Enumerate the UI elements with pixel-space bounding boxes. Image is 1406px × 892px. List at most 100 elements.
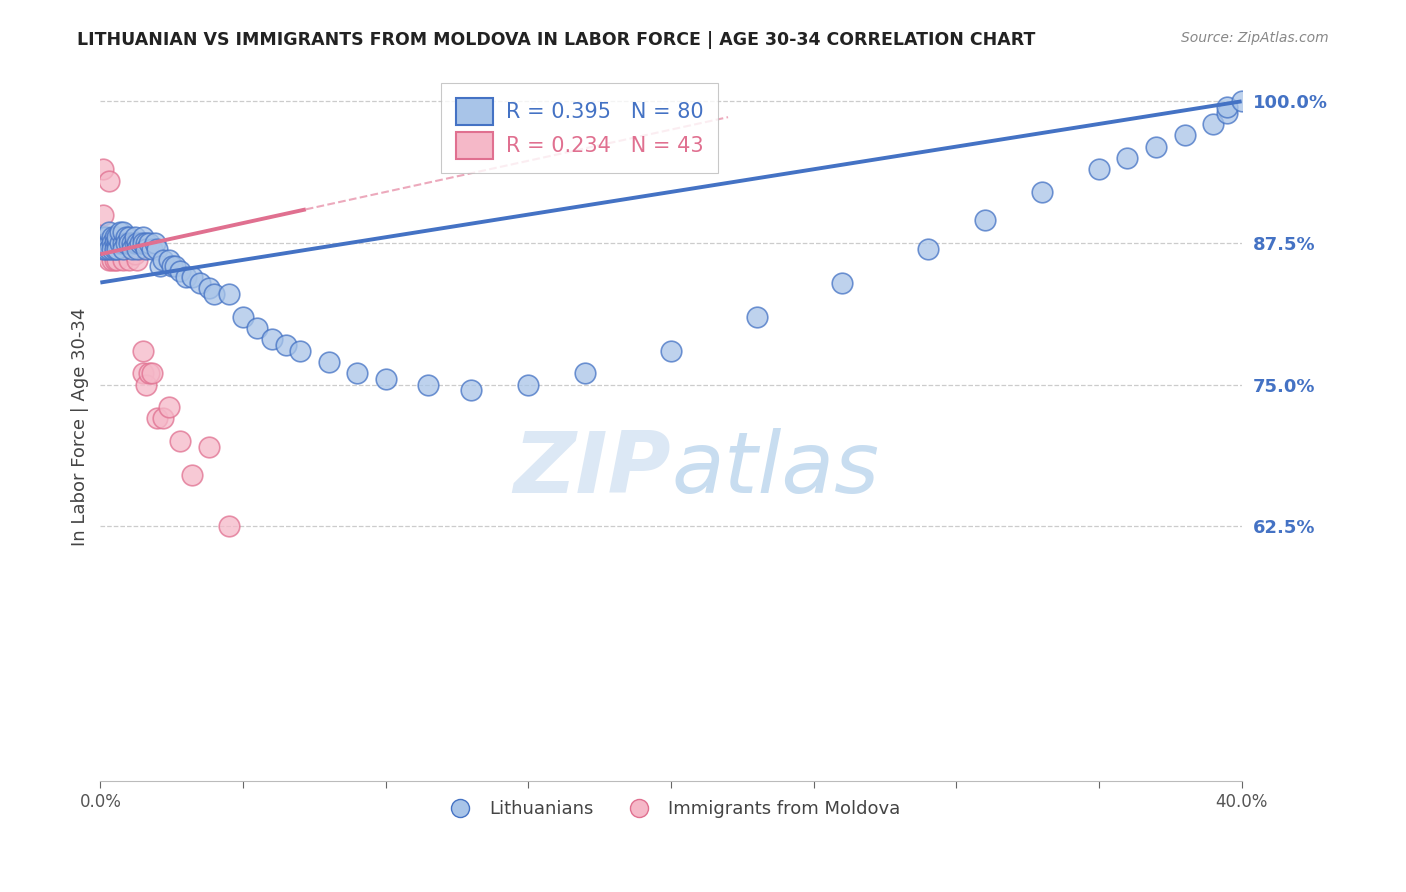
Point <box>1144 139 1167 153</box>
Point <box>135 235 157 250</box>
Point <box>121 242 143 256</box>
Point <box>1216 105 1239 120</box>
Point <box>104 230 127 244</box>
Point <box>135 377 157 392</box>
Point <box>91 242 114 256</box>
Point <box>132 366 155 380</box>
Point <box>91 242 114 256</box>
Point <box>94 242 117 256</box>
Point <box>146 411 169 425</box>
Point <box>146 242 169 256</box>
Point <box>1202 117 1225 131</box>
Point <box>107 252 129 267</box>
Point <box>127 235 149 250</box>
Point <box>1230 95 1253 109</box>
Point <box>110 235 132 250</box>
Point <box>318 355 340 369</box>
Point <box>1174 128 1197 143</box>
Point <box>112 235 135 250</box>
Point <box>127 242 149 256</box>
Point <box>94 230 117 244</box>
Point <box>91 235 114 250</box>
Text: Source: ZipAtlas.com: Source: ZipAtlas.com <box>1181 31 1329 45</box>
Point <box>112 242 135 256</box>
Point <box>973 213 995 227</box>
Point <box>138 235 160 250</box>
Point <box>100 252 122 267</box>
Point <box>132 230 155 244</box>
Point <box>149 259 172 273</box>
Point <box>115 230 138 244</box>
Point <box>100 230 122 244</box>
Point <box>121 235 143 250</box>
Point <box>174 269 197 284</box>
Point <box>112 225 135 239</box>
Point <box>91 162 114 177</box>
Point <box>127 252 149 267</box>
Point <box>94 242 117 256</box>
Point <box>110 225 132 239</box>
Point <box>574 366 596 380</box>
Point <box>91 208 114 222</box>
Point <box>135 242 157 256</box>
Point <box>118 235 141 250</box>
Point <box>274 338 297 352</box>
Point <box>112 252 135 267</box>
Point <box>132 343 155 358</box>
Text: ZIP: ZIP <box>513 428 671 511</box>
Y-axis label: In Labor Force | Age 30-34: In Labor Force | Age 30-34 <box>72 308 89 546</box>
Point <box>1031 185 1053 199</box>
Point <box>1116 151 1139 165</box>
Point <box>917 242 939 256</box>
Point <box>197 440 219 454</box>
Point <box>112 235 135 250</box>
Point <box>100 235 122 250</box>
Point <box>104 235 127 250</box>
Point <box>107 242 129 256</box>
Point <box>374 372 396 386</box>
Point <box>94 230 117 244</box>
Point <box>115 235 138 250</box>
Point <box>157 400 180 414</box>
Point <box>197 281 219 295</box>
Point <box>418 377 440 392</box>
Point <box>460 383 482 397</box>
Point <box>97 173 120 187</box>
Point <box>141 366 163 380</box>
Point <box>831 276 853 290</box>
Point <box>104 235 127 250</box>
Point <box>97 252 120 267</box>
Point <box>110 242 132 256</box>
Point <box>124 247 146 261</box>
Point <box>659 343 682 358</box>
Point <box>104 252 127 267</box>
Point <box>118 235 141 250</box>
Point <box>107 230 129 244</box>
Point <box>152 411 174 425</box>
Point <box>107 235 129 250</box>
Point <box>107 242 129 256</box>
Point <box>115 242 138 256</box>
Point <box>97 225 120 239</box>
Point <box>143 235 166 250</box>
Point <box>346 366 368 380</box>
Point <box>132 235 155 250</box>
Point <box>124 235 146 250</box>
Point <box>124 230 146 244</box>
Point <box>204 286 226 301</box>
Point <box>180 468 202 483</box>
Point <box>745 310 768 324</box>
Point <box>94 235 117 250</box>
Point <box>246 321 269 335</box>
Point <box>107 235 129 250</box>
Point <box>104 242 127 256</box>
Point <box>169 264 191 278</box>
Point <box>100 242 122 256</box>
Text: LITHUANIAN VS IMMIGRANTS FROM MOLDOVA IN LABOR FORCE | AGE 30-34 CORRELATION CHA: LITHUANIAN VS IMMIGRANTS FROM MOLDOVA IN… <box>77 31 1036 49</box>
Point <box>141 242 163 256</box>
Point <box>180 269 202 284</box>
Point <box>94 235 117 250</box>
Point <box>91 230 114 244</box>
Point <box>152 252 174 267</box>
Point <box>169 434 191 449</box>
